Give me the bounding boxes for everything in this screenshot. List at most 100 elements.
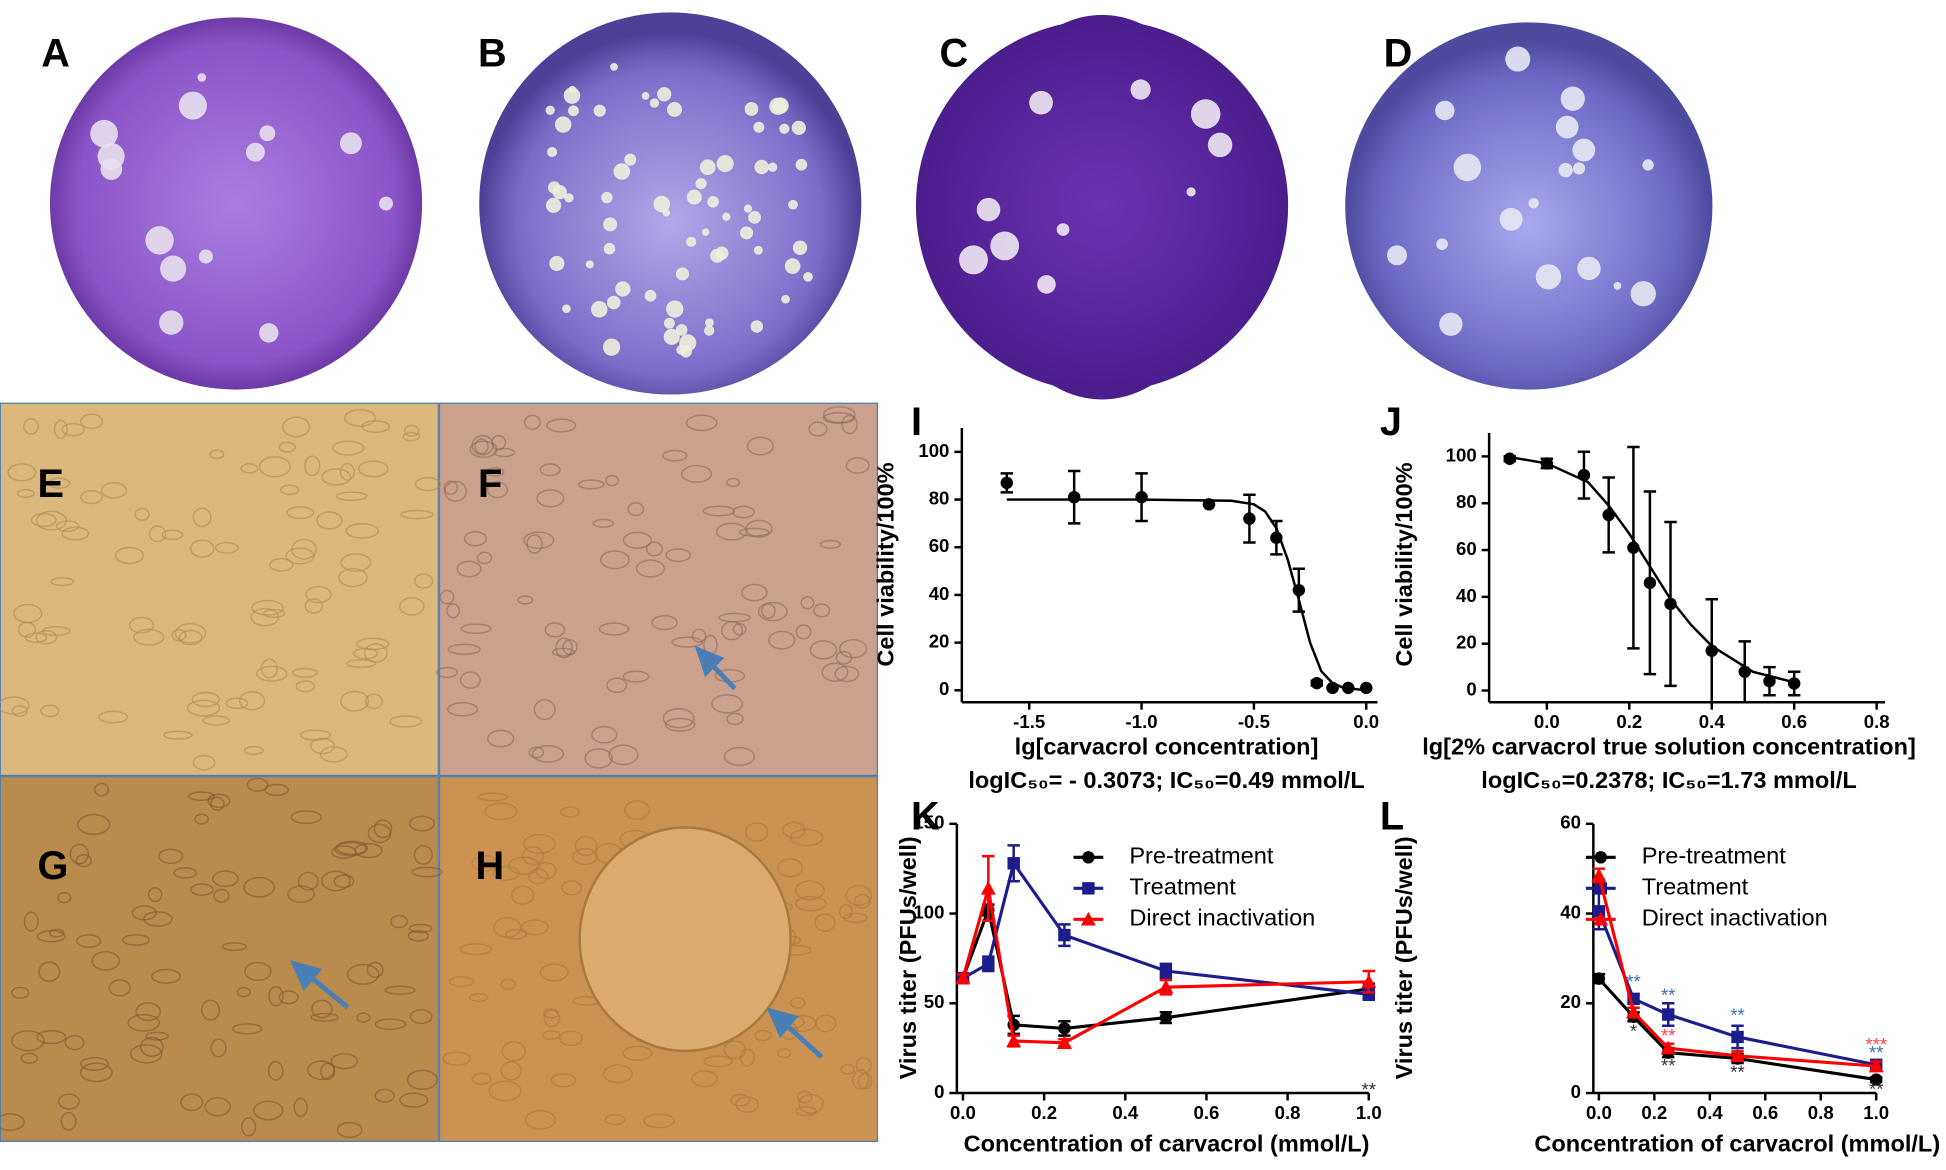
cell — [577, 479, 605, 490]
cell — [508, 856, 540, 875]
cell — [147, 887, 163, 903]
plaque-dot — [606, 295, 621, 310]
cell — [80, 1056, 110, 1071]
plaque-dot — [753, 245, 763, 255]
cell — [338, 567, 368, 588]
cell — [622, 670, 650, 683]
cell — [133, 628, 165, 646]
significance: ** — [1626, 971, 1640, 992]
cell — [528, 746, 545, 759]
x-axis-label: lg[2% carvacrol true solution concentrat… — [1422, 733, 1916, 759]
marker — [1577, 468, 1591, 482]
cell — [531, 745, 565, 763]
marker — [1868, 1058, 1884, 1073]
cell — [243, 745, 264, 756]
cell — [293, 1097, 308, 1118]
plaque-dot — [379, 196, 393, 211]
y-tick-label: 20 — [1456, 632, 1477, 653]
marker — [1763, 674, 1776, 688]
panel-label: K — [911, 794, 940, 838]
fit-curve — [1006, 498, 1367, 692]
cell — [91, 951, 121, 971]
legend-label: Treatment — [1129, 874, 1236, 900]
cell — [622, 531, 653, 549]
cell — [608, 744, 639, 766]
cell — [236, 986, 251, 998]
marker — [1643, 576, 1657, 590]
cell — [178, 629, 203, 646]
marker — [1007, 857, 1020, 870]
cell — [732, 505, 755, 519]
cell — [444, 480, 468, 502]
marker — [1787, 677, 1801, 690]
plaque-dot — [1572, 138, 1596, 162]
cell — [367, 823, 392, 844]
marker — [1664, 597, 1677, 611]
cell — [492, 865, 520, 881]
chart: J 0 20 40 60 80 100 0.0 0.2 0.4 0.6 0.8 Cell viabili… — [1380, 400, 1916, 793]
cell — [36, 1029, 67, 1045]
cell — [10, 986, 30, 999]
plaque-dot — [644, 289, 657, 302]
micrograph-f — [438, 402, 879, 777]
legend-label: Treatment — [1642, 874, 1749, 900]
x-tick-label: 0.0 — [950, 1102, 976, 1123]
cell — [55, 520, 80, 532]
plaque-dot — [615, 281, 631, 297]
plaque-dot — [744, 102, 759, 116]
cell — [389, 715, 423, 728]
cell — [333, 874, 355, 889]
cell — [363, 643, 388, 663]
y-tick-label: 60 — [1560, 812, 1581, 833]
plaque-dot — [675, 267, 689, 281]
marker — [1503, 452, 1516, 465]
marker — [1731, 1030, 1744, 1044]
cell — [344, 409, 377, 427]
cell — [533, 698, 556, 721]
cell — [316, 511, 343, 530]
plaque-dot — [545, 105, 555, 115]
cell — [339, 462, 355, 481]
cell — [210, 796, 225, 811]
y-tick-label: 80 — [929, 487, 950, 508]
panel-label: J — [1380, 400, 1402, 444]
cell — [400, 509, 434, 520]
arrows — [289, 645, 824, 1059]
legend-marker — [1080, 911, 1096, 926]
cell — [243, 876, 276, 898]
plaque-dot — [1577, 256, 1601, 281]
cell — [151, 968, 182, 984]
cell — [356, 637, 390, 651]
plaque-dot — [603, 217, 618, 232]
cell — [598, 622, 630, 636]
cell — [23, 418, 39, 435]
cell — [0, 1113, 25, 1131]
cell — [446, 603, 461, 619]
cell — [777, 858, 804, 878]
cell — [60, 1111, 77, 1131]
cell — [278, 990, 299, 1005]
cell — [200, 999, 221, 1021]
cell — [691, 1070, 719, 1088]
cell — [761, 603, 776, 619]
cell — [134, 507, 150, 522]
plaque-dot — [703, 325, 715, 336]
legend-label: Direct inactivation — [1129, 905, 1315, 931]
cell — [80, 413, 104, 430]
x-tick-label: 0.0 — [1353, 711, 1379, 732]
y-tick-label: 80 — [1456, 491, 1477, 512]
cell — [295, 680, 316, 693]
y-tick-label: 0 — [934, 1081, 944, 1102]
marker — [1159, 964, 1173, 978]
plaque-dot — [701, 228, 710, 236]
cell — [528, 868, 549, 885]
plaque-dot — [340, 132, 362, 155]
plaque-dot — [178, 91, 207, 120]
cell — [174, 622, 207, 644]
cell — [374, 1088, 395, 1103]
cell — [814, 913, 836, 932]
cell — [207, 793, 231, 808]
cell — [776, 1048, 792, 1059]
plaque-dot — [1435, 100, 1455, 121]
cell — [263, 608, 286, 619]
